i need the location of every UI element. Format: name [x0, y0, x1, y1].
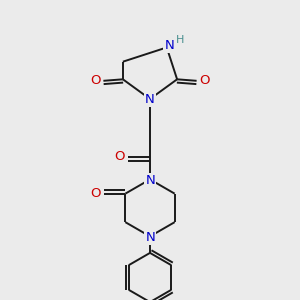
Text: O: O	[90, 74, 101, 87]
Text: N: N	[145, 93, 155, 106]
Text: O: O	[199, 74, 210, 87]
Text: N: N	[164, 39, 174, 52]
Text: O: O	[115, 150, 125, 164]
Text: O: O	[90, 187, 101, 200]
Text: N: N	[146, 231, 155, 244]
Text: H: H	[176, 35, 184, 45]
Text: N: N	[146, 174, 155, 187]
